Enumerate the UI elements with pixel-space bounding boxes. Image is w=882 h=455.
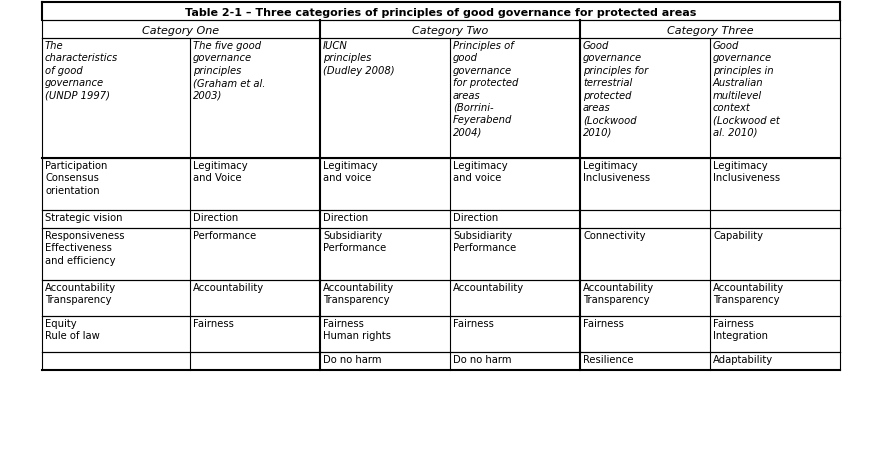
Text: Good
governance
principles for
terrestrial
protected
areas
(Lockwood
2010): Good governance principles for terrestri… xyxy=(583,41,648,137)
Text: Legitimacy
Inclusiveness: Legitimacy Inclusiveness xyxy=(713,161,780,183)
Text: Good
governance
principles in
Australian
multilevel
context
(Lockwood et
al. 201: Good governance principles in Australian… xyxy=(713,41,780,137)
Text: IUCN
principles
(Dudley 2008): IUCN principles (Dudley 2008) xyxy=(323,41,394,76)
Text: Direction: Direction xyxy=(193,212,238,222)
Text: Connectivity: Connectivity xyxy=(583,231,646,241)
Text: Fairness: Fairness xyxy=(193,318,234,328)
Text: Category Three: Category Three xyxy=(667,25,753,35)
Text: Accountability
Transparency: Accountability Transparency xyxy=(45,283,116,305)
Text: Direction: Direction xyxy=(323,212,369,222)
Text: Accountability
Transparency: Accountability Transparency xyxy=(323,283,394,305)
Text: Principles of
good
governance
for protected
areas
(Borrini-
Feyerabend
2004): Principles of good governance for protec… xyxy=(453,41,519,137)
Text: Legitimacy
and Voice: Legitimacy and Voice xyxy=(193,161,248,183)
Text: Equity
Rule of law: Equity Rule of law xyxy=(45,318,100,341)
Text: Category Two: Category Two xyxy=(412,25,488,35)
Text: Accountability
Transparency: Accountability Transparency xyxy=(713,283,784,305)
Text: Strategic vision: Strategic vision xyxy=(45,212,123,222)
Text: Legitimacy
Inclusiveness: Legitimacy Inclusiveness xyxy=(583,161,650,183)
Text: Capability: Capability xyxy=(713,231,763,241)
Text: Fairness: Fairness xyxy=(583,318,624,328)
Text: Legitimacy
and voice: Legitimacy and voice xyxy=(453,161,508,183)
Text: Direction: Direction xyxy=(453,212,498,222)
Text: Table 2-1 – Three categories of principles of good governance for protected area: Table 2-1 – Three categories of principl… xyxy=(185,7,697,17)
Text: Accountability: Accountability xyxy=(193,283,264,293)
Text: Do no harm: Do no harm xyxy=(323,354,382,364)
Text: Accountability: Accountability xyxy=(453,283,524,293)
Text: Legitimacy
and voice: Legitimacy and voice xyxy=(323,161,377,183)
Text: Fairness
Integration: Fairness Integration xyxy=(713,318,768,341)
Text: The
characteristics
of good
governance
(UNDP 1997): The characteristics of good governance (… xyxy=(45,41,118,101)
Text: Subsidiarity
Performance: Subsidiarity Performance xyxy=(323,231,386,253)
Text: Category One: Category One xyxy=(142,25,220,35)
Text: Participation
Consensus
orientation: Participation Consensus orientation xyxy=(45,161,108,195)
Text: Do no harm: Do no harm xyxy=(453,354,512,364)
Text: Adaptability: Adaptability xyxy=(713,354,774,364)
Text: Accountability
Transparency: Accountability Transparency xyxy=(583,283,654,305)
Text: Fairness
Human rights: Fairness Human rights xyxy=(323,318,391,341)
Text: Performance: Performance xyxy=(193,231,257,241)
Text: The five good
governance
principles
(Graham et al.
2003): The five good governance principles (Gra… xyxy=(193,41,265,101)
Text: Subsidiarity
Performance: Subsidiarity Performance xyxy=(453,231,516,253)
Text: Fairness: Fairness xyxy=(453,318,494,328)
Text: Resilience: Resilience xyxy=(583,354,633,364)
Text: Responsiveness
Effectiveness
and efficiency: Responsiveness Effectiveness and efficie… xyxy=(45,231,124,265)
